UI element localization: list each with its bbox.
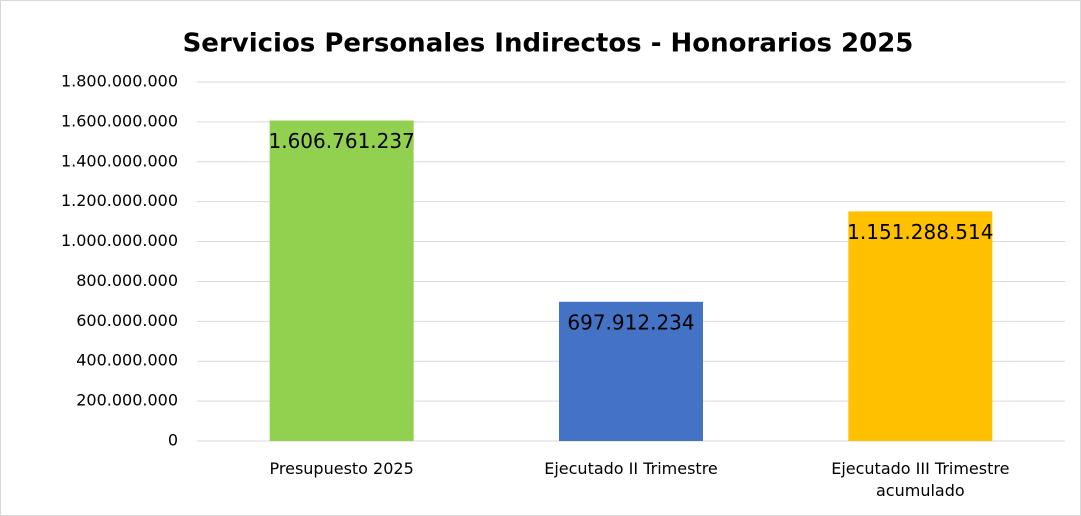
data-label: 697.912.234	[567, 310, 694, 334]
y-tick-label: 1.600.000.000	[61, 111, 178, 130]
x-tick-label: Presupuesto 2025	[269, 459, 414, 478]
y-tick-label: 1.000.000.000	[61, 231, 178, 250]
y-tick-label: 400.000.000	[76, 351, 178, 370]
bar	[848, 211, 993, 441]
data-label: 1.151.288.514	[847, 220, 993, 244]
data-label: 1.606.761.237	[269, 129, 415, 153]
y-tick-label: 200.000.000	[76, 391, 178, 410]
x-tick-label: Ejecutado II Trimestre	[544, 459, 718, 478]
y-tick-label: 800.000.000	[76, 271, 178, 290]
y-tick-label: 600.000.000	[76, 311, 178, 330]
y-tick-label: 1.800.000.000	[61, 72, 178, 91]
chart-title: Servicios Personales Indirectos - Honora…	[183, 29, 914, 59]
bar	[269, 120, 414, 441]
y-tick-label: 1.200.000.000	[61, 191, 178, 210]
bar	[559, 301, 703, 441]
y-tick-label: 0	[168, 431, 178, 450]
y-tick-label: 1.400.000.000	[61, 151, 178, 170]
x-tick-label: Ejecutado III Trimestre acumulado	[831, 459, 1010, 500]
